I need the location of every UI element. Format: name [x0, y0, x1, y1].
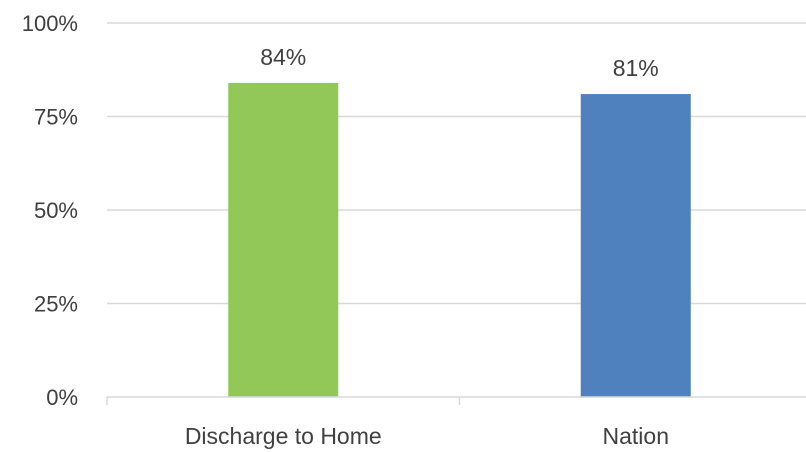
y-tick-label: 0% [46, 385, 78, 410]
data-labels: 84% 81% [260, 44, 659, 81]
x-axis [106, 396, 806, 405]
category-label: Nation [603, 423, 669, 449]
y-tick-label: 100% [22, 11, 78, 36]
y-tick-label: 75% [34, 105, 78, 130]
y-axis-tick-labels: 0% 25% 50% 75% 100% [22, 11, 78, 410]
y-tick-label: 25% [34, 292, 78, 317]
gridlines [107, 22, 806, 305]
bars [228, 82, 691, 397]
bar-discharge-to-home [228, 82, 339, 397]
data-label: 81% [613, 55, 659, 81]
x-axis-category-labels: Discharge to Home Nation [185, 423, 669, 449]
category-label: Discharge to Home [185, 423, 382, 449]
data-label: 84% [260, 44, 306, 70]
y-tick-label: 50% [34, 198, 78, 223]
bar-nation [580, 94, 691, 397]
